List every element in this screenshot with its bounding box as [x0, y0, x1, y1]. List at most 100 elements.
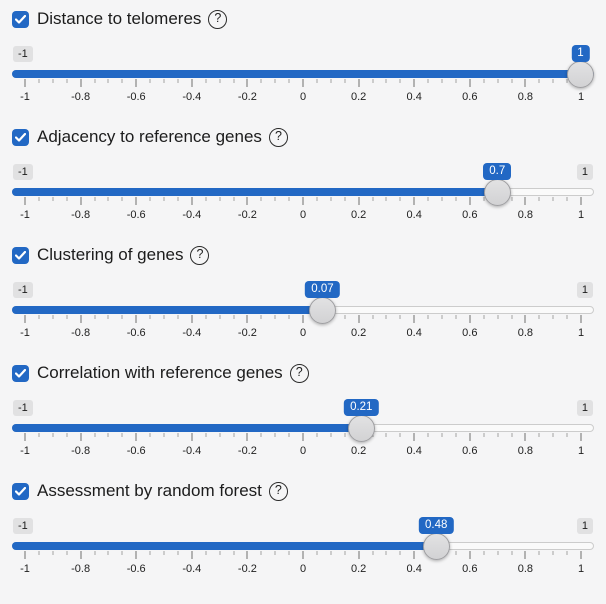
- grid-tick: [163, 79, 165, 83]
- check-icon: [15, 486, 26, 496]
- grid-tick: [177, 315, 179, 319]
- slider-section: Assessment by random forest ? -1 1 0.48 …: [12, 478, 594, 596]
- grid-tick: [107, 315, 109, 319]
- grid-tick: [427, 433, 429, 437]
- grid-tick: [413, 79, 415, 87]
- grid-tick: [497, 79, 499, 83]
- grid-tick: [302, 433, 304, 441]
- grid-tick: [497, 315, 499, 319]
- grid-tick: [246, 197, 248, 205]
- grid-tick: [163, 551, 165, 555]
- slider-handle[interactable]: [422, 533, 450, 560]
- grid-tick: [566, 433, 568, 437]
- grid-tick: [552, 433, 554, 437]
- grid-tick: [274, 79, 276, 83]
- grid-tick-label: -0.8: [71, 209, 91, 221]
- grid-tick: [80, 197, 82, 205]
- grid-tick: [524, 315, 526, 323]
- range-slider[interactable]: -1 1 1 -1 -0.8 -0.6 -0.4 -0.2 0 0.2 0.4 0.6 0.8 1: [12, 45, 594, 104]
- grid-tick: [344, 197, 346, 201]
- slider-header: Assessment by random forest ?: [12, 478, 594, 502]
- grid-tick-label: -0.8: [71, 445, 91, 457]
- slider-handle[interactable]: [347, 415, 375, 442]
- grid-tick: [274, 433, 276, 437]
- grid-tick: [246, 315, 248, 323]
- grid-tick: [233, 315, 234, 319]
- checkbox[interactable]: [12, 482, 29, 500]
- slider-fill-bar: [12, 70, 594, 78]
- slider-max-badge: 1: [576, 164, 593, 180]
- grid-tick: [219, 315, 221, 319]
- grid-tick: [52, 315, 54, 319]
- slider-section: Adjacency to reference genes ? -1 1 0.7 …: [12, 124, 594, 242]
- grid-tick-label: 0.8: [517, 563, 534, 575]
- grid-tick: [372, 79, 373, 83]
- grid-tick: [316, 197, 318, 201]
- grid-tick: [219, 197, 221, 201]
- grid-tick: [163, 197, 165, 201]
- grid-tick: [552, 551, 554, 555]
- checkbox[interactable]: [12, 10, 29, 28]
- help-icon[interactable]: ?: [190, 245, 210, 265]
- help-icon[interactable]: ?: [268, 481, 288, 501]
- grid-tick-label: 0.2: [350, 563, 367, 575]
- grid-tick: [260, 79, 262, 83]
- grid-tick-label: -1: [20, 563, 30, 575]
- grid-tick: [177, 79, 179, 83]
- grid-tick: [135, 433, 137, 441]
- grid-tick-label: 0: [299, 91, 307, 103]
- slider-label: Clustering of genes: [37, 245, 184, 264]
- grid-tick: [330, 433, 332, 437]
- grid-tick: [191, 433, 193, 441]
- grid-tick: [385, 197, 387, 201]
- grid-tick: [80, 79, 82, 87]
- grid-tick: [246, 551, 248, 559]
- grid-tick: [107, 433, 109, 437]
- grid-tick-label: -0.6: [126, 91, 146, 103]
- grid-tick: [288, 433, 290, 437]
- grid-tick: [260, 315, 262, 319]
- range-slider[interactable]: -1 1 0.48 -1 -0.8 -0.6 -0.4 -0.2 0 0.2 0.4 0.6 0.…: [12, 517, 594, 576]
- slider-handle[interactable]: [308, 297, 336, 324]
- grid-tick-label: 0.6: [462, 327, 478, 339]
- grid-tick: [372, 197, 373, 201]
- grid-tick: [94, 79, 95, 83]
- grid-tick-label: -0.2: [237, 563, 257, 575]
- grid-tick: [219, 433, 221, 437]
- checkbox[interactable]: [12, 246, 29, 264]
- grid-tick: [205, 315, 207, 319]
- grid-tick: [566, 197, 568, 201]
- range-slider[interactable]: -1 1 0.07 -1 -0.8 -0.6 -0.4 -0.2 0 0.2 0.4 0.6 0.…: [12, 281, 594, 340]
- slider-section: Clustering of genes ? -1 1 0.07 -1 -0.8 -0…: [12, 242, 594, 360]
- range-slider[interactable]: -1 1 0.7 -1 -0.8 -0.6 -0.4 -0.2 0 0.2 0.4 0.6 0.8…: [12, 163, 594, 222]
- slider-handle[interactable]: [483, 179, 511, 206]
- grid-tick-label: 0.8: [517, 91, 534, 103]
- grid-tick-label: 0.2: [350, 327, 367, 339]
- grid-tick: [580, 315, 582, 323]
- grid-tick-label: 0.4: [406, 209, 422, 221]
- grid-tick: [483, 315, 485, 319]
- slider-panel: Distance to telomeres ? -1 1 1 -1 -0.8 -0.…: [12, 6, 594, 596]
- help-icon[interactable]: ?: [289, 363, 309, 383]
- checkbox[interactable]: [12, 128, 29, 146]
- grid-tick: [24, 433, 26, 441]
- grid-tick: [441, 197, 443, 201]
- grid-tick: [385, 315, 387, 319]
- grid-tick-label: 0.8: [517, 327, 534, 339]
- slider-fill-bar: [12, 424, 370, 432]
- grid-tick: [524, 433, 526, 441]
- help-icon[interactable]: ?: [268, 127, 288, 147]
- grid-tick: [413, 433, 415, 441]
- range-slider[interactable]: -1 1 0.21 -1 -0.8 -0.6 -0.4 -0.2 0 0.2 0.4 0.6 0.…: [12, 399, 594, 458]
- grid-tick: [413, 197, 415, 205]
- grid-tick: [511, 551, 512, 555]
- grid-tick: [274, 551, 276, 555]
- slider-handle[interactable]: [567, 61, 594, 88]
- grid-tick: [163, 433, 165, 437]
- grid-tick: [246, 79, 248, 87]
- help-icon[interactable]: ?: [208, 9, 228, 29]
- grid-tick-label: 0.8: [517, 209, 534, 221]
- grid-tick: [344, 433, 346, 437]
- checkbox[interactable]: [12, 364, 29, 382]
- slider-label: Correlation with reference genes: [37, 363, 283, 382]
